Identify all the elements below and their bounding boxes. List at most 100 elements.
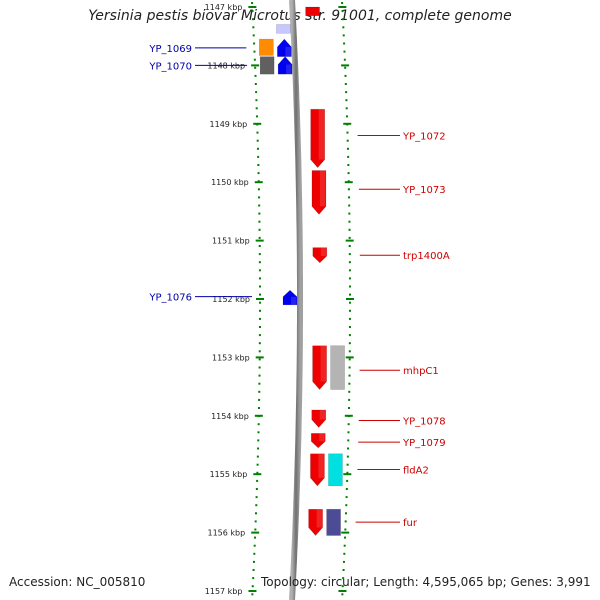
tick-dot bbox=[254, 74, 257, 77]
tick-dot bbox=[344, 528, 347, 531]
tick-dot bbox=[348, 236, 351, 239]
gene-shade bbox=[318, 453, 324, 478]
tick-dot bbox=[258, 204, 261, 207]
tick-dot bbox=[348, 390, 351, 393]
major-tick bbox=[338, 590, 347, 592]
tick-dot bbox=[256, 463, 259, 466]
tick-dot bbox=[346, 131, 349, 134]
gene-arrow bbox=[308, 508, 323, 536]
tick-dot bbox=[254, 83, 257, 85]
topology-text: Topology: circular; Length: 4,595,065 bp… bbox=[261, 575, 591, 589]
tick-dot bbox=[348, 285, 351, 288]
tick-dot bbox=[257, 407, 260, 409]
gene-box bbox=[276, 24, 291, 34]
tick-dot bbox=[256, 455, 259, 458]
major-tick bbox=[251, 64, 260, 67]
tick-dot bbox=[258, 228, 261, 231]
tick-dot bbox=[345, 107, 348, 110]
tick-dot bbox=[257, 172, 260, 175]
tick-dot bbox=[257, 155, 260, 158]
tick-dot bbox=[258, 269, 261, 272]
tick-dot bbox=[347, 407, 350, 409]
tick-dot bbox=[257, 188, 260, 191]
tick-dot bbox=[346, 139, 349, 142]
tick-dot bbox=[258, 342, 261, 345]
tick-dot bbox=[348, 277, 351, 280]
tick-label: 1150 kbp bbox=[211, 178, 249, 187]
tick-dot bbox=[344, 83, 347, 85]
tick-dot bbox=[258, 398, 261, 401]
tick-dot bbox=[344, 520, 347, 523]
tick-dot bbox=[257, 447, 260, 450]
tick-dot bbox=[258, 253, 261, 256]
gene-shade bbox=[319, 170, 326, 207]
tick-dot bbox=[347, 447, 350, 450]
tick-label: 1154 kbp bbox=[211, 412, 249, 421]
gene-arrow bbox=[312, 247, 328, 264]
tick-dot bbox=[254, 66, 257, 69]
tick-dot bbox=[341, 18, 344, 21]
gene-shade bbox=[316, 509, 323, 528]
tick-dot bbox=[257, 164, 260, 166]
tick-dot bbox=[258, 350, 261, 353]
gene-shade bbox=[320, 247, 327, 256]
tick-dot bbox=[258, 317, 261, 320]
major-tick bbox=[345, 356, 354, 359]
tick-dot bbox=[345, 115, 348, 118]
gene-shade bbox=[286, 64, 292, 75]
major-tick bbox=[251, 531, 260, 534]
gene-label: trp1400A bbox=[403, 251, 450, 262]
tick-dot bbox=[344, 536, 347, 539]
tick-dot bbox=[345, 496, 348, 499]
tick-dot bbox=[348, 196, 351, 199]
tick-dot bbox=[341, 2, 344, 4]
tick-dot bbox=[257, 439, 260, 442]
tick-dot bbox=[258, 285, 261, 288]
major-tick bbox=[345, 298, 354, 300]
major-tick bbox=[341, 531, 350, 534]
tick-dot bbox=[346, 479, 349, 482]
tick-label: 1151 kbp bbox=[212, 237, 250, 246]
gene-arrow bbox=[310, 108, 325, 169]
tick-dot bbox=[348, 342, 351, 345]
tick-dot bbox=[341, 585, 344, 588]
tick-dot bbox=[255, 99, 258, 102]
tick-dot bbox=[253, 544, 256, 547]
tick-label: 1155 kbp bbox=[210, 470, 248, 479]
tick-dot bbox=[256, 131, 259, 134]
tick-dot bbox=[346, 463, 349, 466]
tick-dot bbox=[258, 293, 261, 296]
tick-dot bbox=[346, 471, 349, 474]
tick-label: 1156 kbp bbox=[207, 529, 245, 538]
gene-label: YP_1070 bbox=[148, 61, 192, 72]
tick-dot bbox=[252, 26, 255, 29]
gene-label: YP_1078 bbox=[402, 416, 446, 427]
tick-dot bbox=[343, 58, 346, 61]
tick-dot bbox=[345, 488, 348, 490]
tick-dot bbox=[345, 91, 348, 94]
tick-dot bbox=[253, 58, 256, 61]
tick-dot bbox=[252, 34, 255, 37]
tick-dot bbox=[254, 528, 257, 531]
tick-dot bbox=[348, 317, 351, 320]
tick-dot bbox=[348, 334, 351, 337]
accession-text: Accession: NC_005810 bbox=[9, 575, 146, 589]
gene-arrow bbox=[282, 289, 298, 306]
tick-dot bbox=[341, 593, 344, 596]
tick-dot bbox=[256, 147, 259, 150]
tick-dot bbox=[348, 212, 351, 215]
gene-arrow bbox=[310, 453, 325, 487]
tick-dot bbox=[348, 261, 351, 264]
tick-dot bbox=[252, 560, 255, 563]
tick-dot bbox=[348, 293, 351, 296]
major-tick bbox=[255, 239, 264, 242]
tick-dot bbox=[251, 585, 254, 588]
genome-backbone bbox=[289, 0, 303, 600]
tick-dot bbox=[345, 99, 348, 102]
tick-dot bbox=[341, 10, 344, 13]
gene-shade bbox=[318, 109, 325, 160]
tick-dot bbox=[347, 172, 350, 175]
tick-dot bbox=[348, 269, 351, 272]
